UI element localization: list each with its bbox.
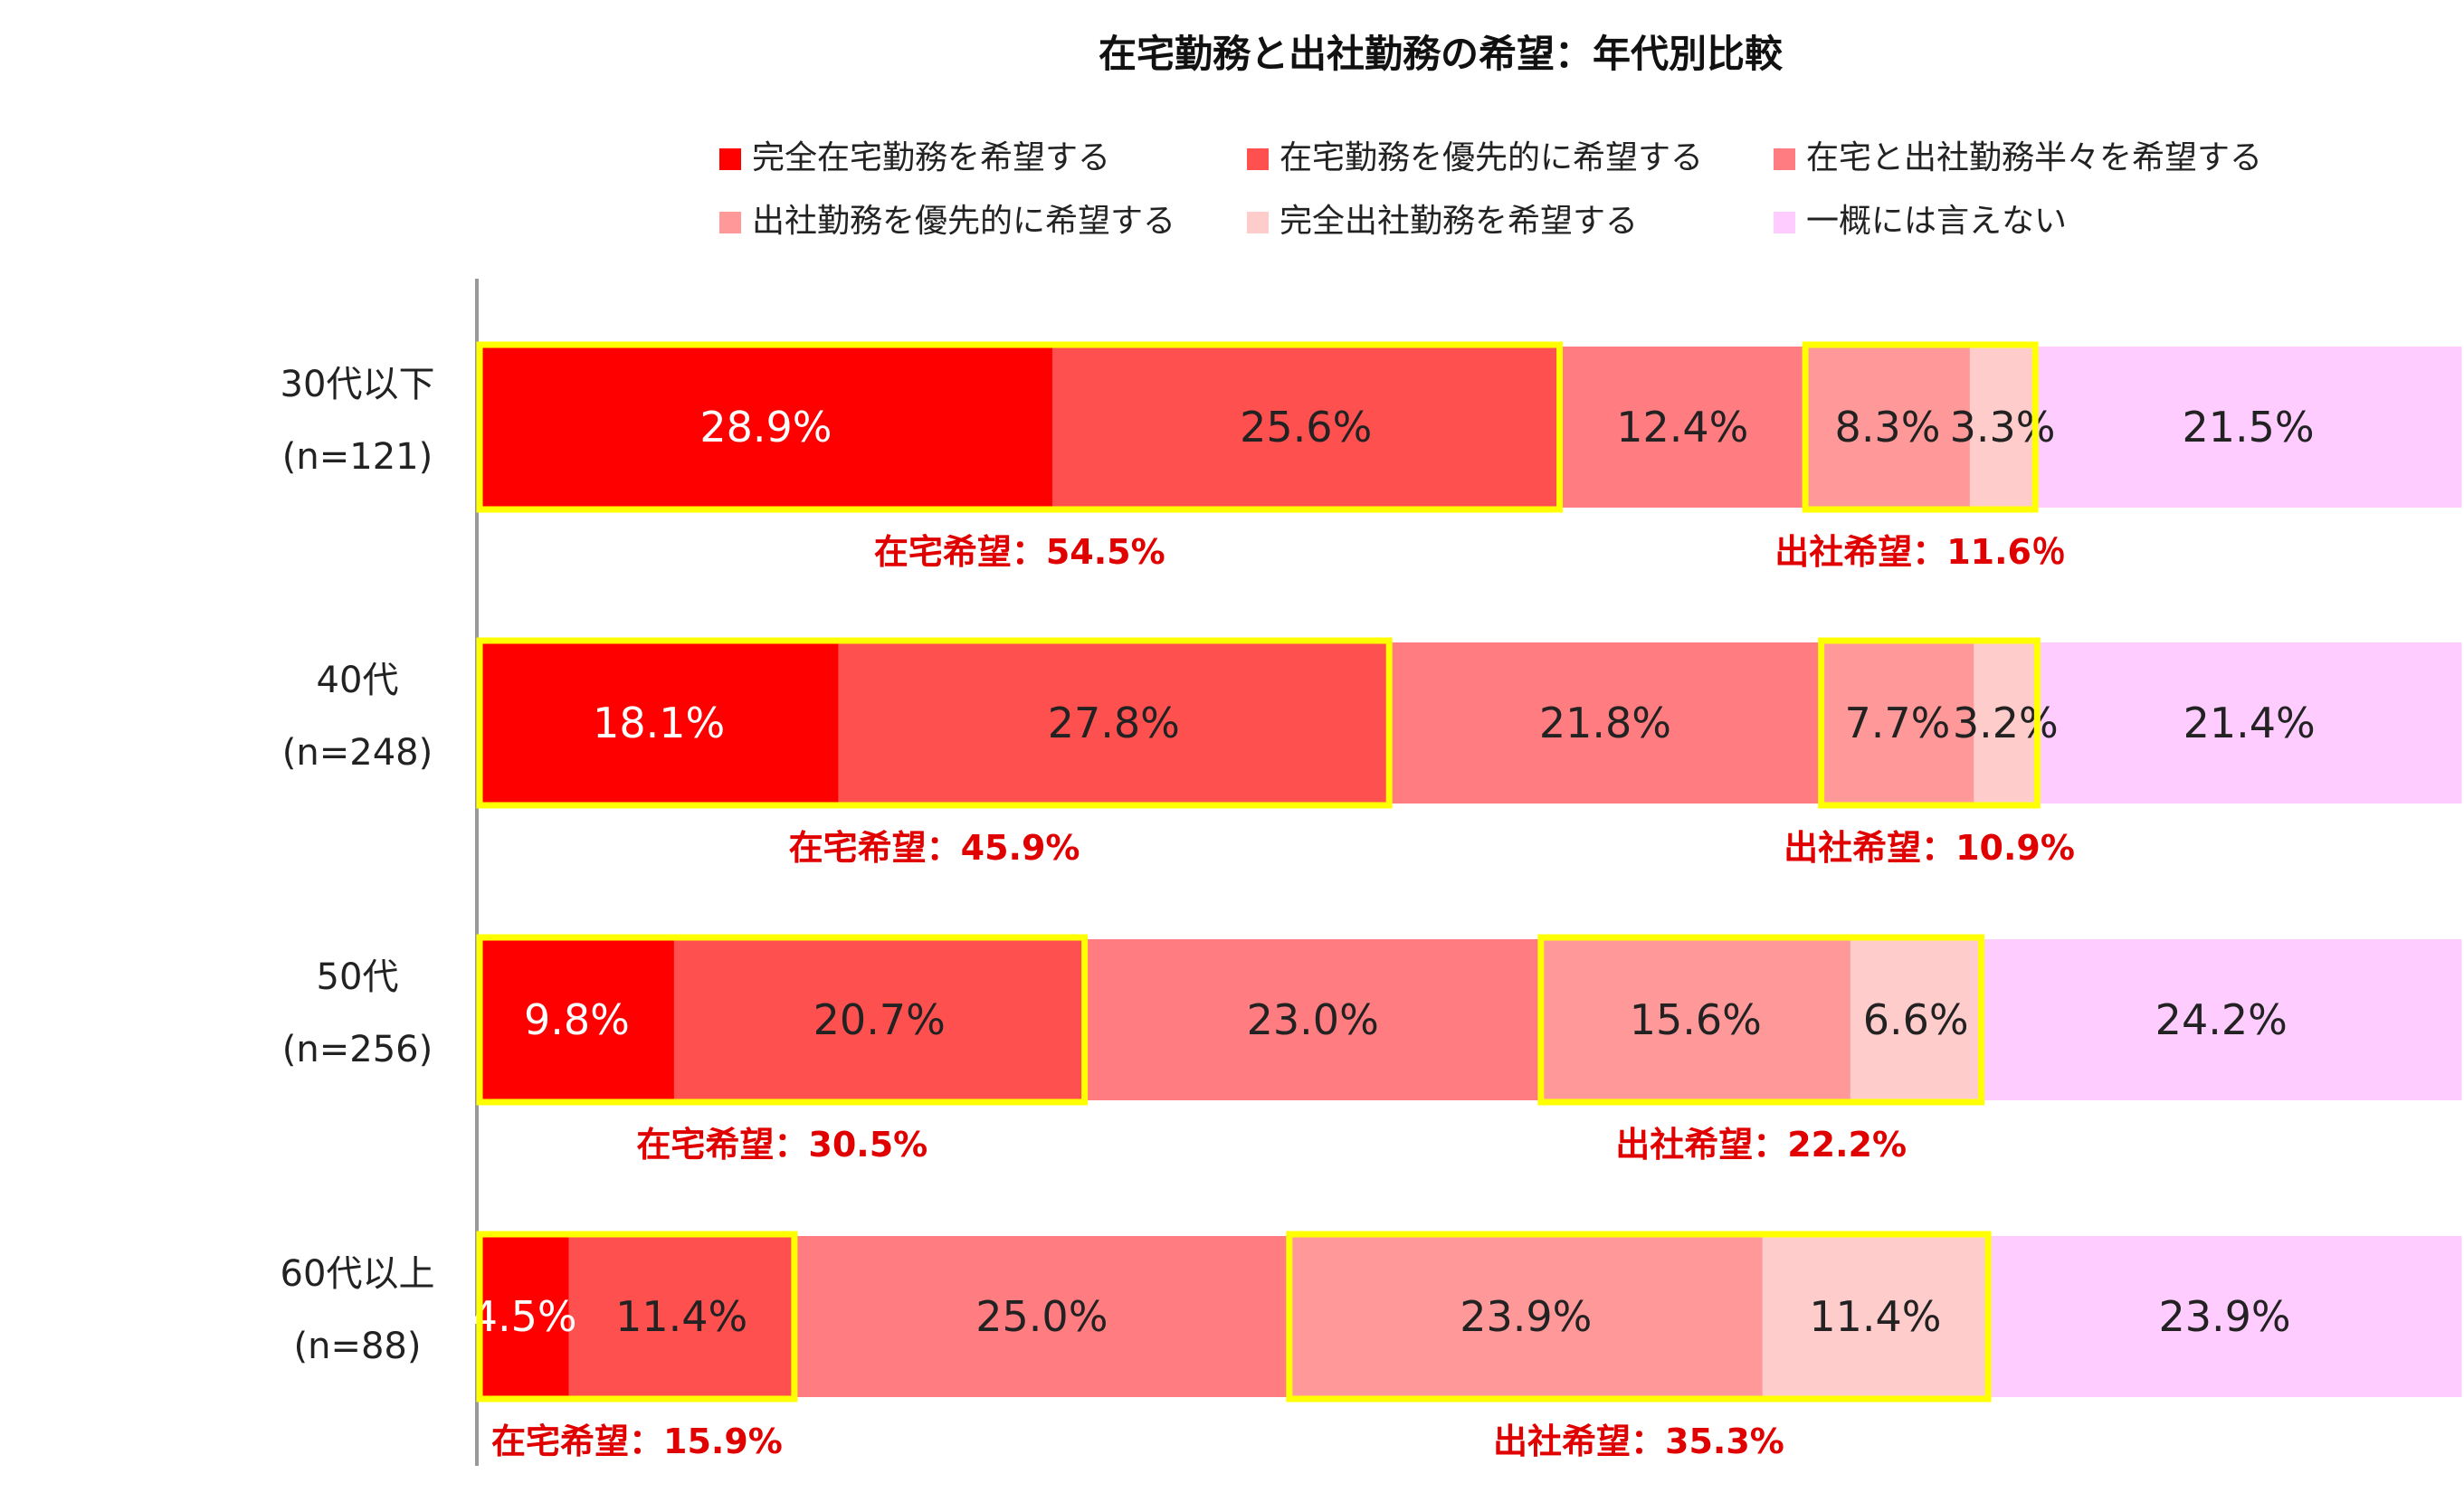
data-label: 12.4%: [1616, 403, 1748, 452]
office-total-label: 出社希望：10.9%: [1784, 828, 2075, 868]
bar-segment: [1559, 347, 1806, 508]
data-label: 6.6%: [1863, 995, 1969, 1044]
data-label: 25.0%: [975, 1292, 1108, 1341]
data-label: 21.5%: [2183, 403, 2315, 452]
office-total-label: 出社希望：35.3%: [1493, 1422, 1784, 1461]
bar-segment: [1969, 347, 2036, 508]
data-label: 21.4%: [2183, 699, 2316, 747]
legend-label: 一概には言えない: [1806, 203, 2067, 240]
category-n-label: (n=88): [294, 1326, 422, 1367]
data-label: 24.2%: [2155, 995, 2288, 1044]
legend-swatch: [1774, 148, 1795, 170]
data-label: 9.8%: [524, 995, 630, 1044]
data-label: 23.9%: [1460, 1292, 1592, 1341]
bar-segment: [1974, 642, 2038, 804]
data-label: 25.6%: [1240, 403, 1372, 452]
office-highlight-frame: [1802, 341, 2039, 513]
bar-segment: [480, 1236, 569, 1397]
category-label: 30代以下: [281, 364, 435, 405]
remote-total-label: 在宅希望：54.5%: [874, 532, 1165, 572]
bar-segment: [480, 642, 839, 804]
data-label: 27.8%: [1048, 699, 1180, 747]
data-label: 20.7%: [813, 995, 946, 1044]
bar-segment: [480, 939, 675, 1100]
remote-highlight-frame: [476, 1231, 798, 1403]
bar-segment: [2037, 642, 2462, 804]
remote-total-label: 在宅希望：45.9%: [789, 828, 1080, 868]
legend-swatch: [719, 212, 741, 233]
bar-segment: [1850, 939, 1982, 1100]
legend-swatch: [1774, 212, 1795, 233]
bar-segment: [1821, 642, 1974, 804]
bar-rows: 30代以下 (n=121) 28.9% 25.6% 12.4% 8.3% 3.3% 21.5%…: [281, 341, 2462, 1461]
data-label: 11.4%: [615, 1292, 747, 1341]
bar-row: 50代 (n=256) 9.8% 20.7% 23.0% 15.6% 6.6% 24.2% 在宅…: [282, 934, 2462, 1165]
bar-segment: [568, 1236, 795, 1397]
data-label: 15.6%: [1630, 995, 1762, 1044]
legend-label: 完全在宅勤務を希望する: [752, 139, 1110, 176]
office-highlight-frame: [1818, 637, 2041, 809]
bar-row: 40代 (n=248) 18.1% 27.8% 21.8% 7.7% 3.2% 21.4% 在宅…: [282, 637, 2462, 868]
bar-segment: [2035, 347, 2462, 508]
remote-highlight-frame: [476, 934, 1089, 1106]
bar-segment: [1051, 347, 1561, 508]
bar-segment: [673, 939, 1086, 1100]
remote-total-label: 在宅希望：15.9%: [491, 1422, 783, 1461]
office-highlight-frame: [1537, 934, 1984, 1106]
bar-segment: [1389, 642, 1822, 804]
legend-swatch: [719, 148, 741, 170]
category-label: 50代: [317, 956, 399, 998]
data-label: 23.9%: [2158, 1292, 2290, 1341]
legend-label: 在宅と出社勤務半々を希望する: [1806, 139, 2262, 176]
bar-segment: [1805, 347, 1971, 508]
data-label: 11.4%: [1809, 1292, 1941, 1341]
data-label: 8.3%: [1835, 403, 1941, 452]
category-label: 40代: [317, 660, 399, 701]
bar-segment: [1540, 939, 1851, 1100]
category-n-label: (n=256): [282, 1029, 433, 1070]
remote-highlight-frame: [476, 637, 1393, 809]
data-label: 7.7%: [1845, 699, 1951, 747]
category-n-label: (n=121): [282, 436, 433, 478]
legend-swatch: [1247, 212, 1269, 233]
legend-swatch: [1247, 148, 1269, 170]
chart-title: 在宅勤務と出社勤務の希望：年代別比較: [1099, 32, 1784, 76]
bar-segment: [1981, 939, 2462, 1100]
remote-highlight-frame: [476, 341, 1564, 513]
data-label: 3.2%: [1953, 699, 2059, 747]
category-label: 60代以上: [281, 1253, 435, 1295]
bar-row: 30代以下 (n=121) 28.9% 25.6% 12.4% 8.3% 3.3% 21.5%…: [281, 341, 2462, 572]
office-highlight-frame: [1286, 1231, 1992, 1403]
data-label: 18.1%: [593, 699, 725, 747]
office-total-label: 出社希望：22.2%: [1615, 1125, 1907, 1165]
data-label: 3.3%: [1950, 403, 2056, 452]
legend-label: 完全出社勤務を希望する: [1280, 203, 1638, 240]
bar-segment: [794, 1236, 1290, 1397]
legend-label: 在宅勤務を優先的に希望する: [1280, 139, 1703, 176]
legend: 完全在宅勤務を希望する 在宅勤務を優先的に希望する 在宅と出社勤務半々を希望する出社…: [719, 139, 2262, 240]
bar-segment: [838, 642, 1390, 804]
bar-segment: [1762, 1236, 1989, 1397]
bar-segment: [480, 347, 1053, 508]
bar-segment: [1988, 1236, 2462, 1397]
remote-total-label: 在宅希望：30.5%: [636, 1125, 928, 1165]
bar-segment: [1289, 1236, 1764, 1397]
category-n-label: (n=248): [282, 732, 433, 774]
data-label: 23.0%: [1247, 995, 1379, 1044]
bar-segment: [1084, 939, 1542, 1100]
office-total-label: 出社希望：11.6％: [1774, 532, 2066, 572]
data-label: 28.9%: [699, 403, 832, 452]
legend-label: 出社勤務を優先的に希望する: [752, 203, 1175, 240]
bar-row: 60代以上 (n=88) 4.5% 11.4% 25.0% 23.9% 11.4% 23.9%…: [281, 1231, 2462, 1461]
data-label: 21.8%: [1539, 699, 1671, 747]
data-label: 4.5%: [471, 1292, 577, 1341]
